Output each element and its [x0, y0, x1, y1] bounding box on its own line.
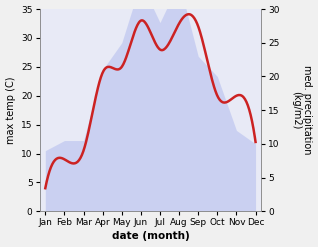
X-axis label: date (month): date (month)	[112, 231, 189, 242]
Y-axis label: max temp (C): max temp (C)	[5, 76, 16, 144]
Y-axis label: med. precipitation
(kg/m2): med. precipitation (kg/m2)	[291, 65, 313, 155]
